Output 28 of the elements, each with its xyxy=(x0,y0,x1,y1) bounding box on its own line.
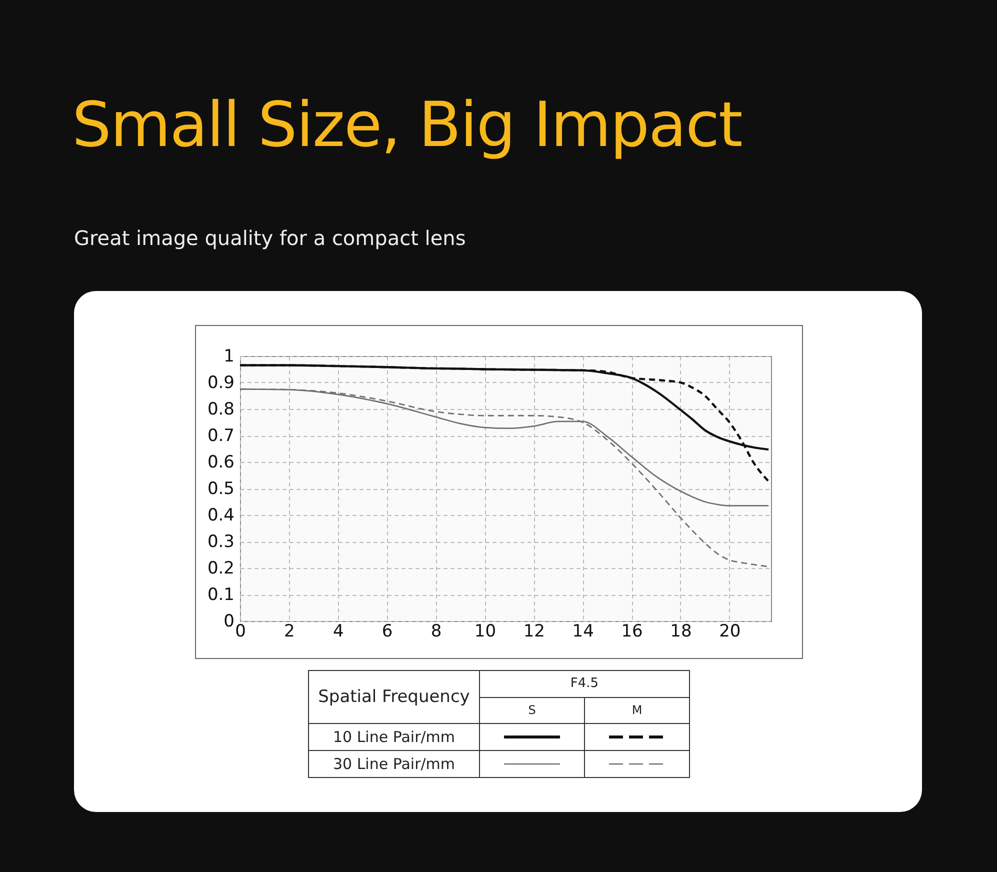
y-tick-label: 0.1 xyxy=(207,585,234,605)
x-tick-label: 4 xyxy=(332,622,344,642)
x-tick-label: 8 xyxy=(430,622,442,642)
x-tick-label: 10 xyxy=(474,622,496,642)
text: 30 Line Pair/mm xyxy=(308,750,480,778)
y-tick-label: 0.7 xyxy=(207,426,234,446)
y-tick-label: 0.3 xyxy=(207,532,234,552)
y-tick-label: 0.8 xyxy=(207,400,234,420)
x-tick-label: 14 xyxy=(572,622,594,642)
chart-subtitle: Great image quality for a compact lens xyxy=(74,226,466,250)
y-tick-label: 0.6 xyxy=(207,452,234,472)
x-tick-label: 6 xyxy=(382,622,393,642)
text: S xyxy=(480,697,584,724)
text: F4.5 xyxy=(480,670,690,697)
text: Spatial Frequency xyxy=(308,670,480,724)
x-tick-label: 20 xyxy=(719,622,741,642)
y-tick-label: 0.4 xyxy=(207,506,234,526)
y-tick-label: 0.9 xyxy=(207,373,234,393)
y-tick-label: 0.5 xyxy=(207,479,234,499)
text: 10 Line Pair/mm xyxy=(308,724,480,750)
y-tick-label: 1 xyxy=(224,346,234,366)
x-tick-label: 16 xyxy=(621,622,643,642)
x-tick-label: 18 xyxy=(670,622,692,642)
x-tick-label: 12 xyxy=(523,622,545,642)
x-tick-label: 2 xyxy=(284,622,295,642)
chart-title: Small Size, Big Impact xyxy=(72,88,742,161)
text: M xyxy=(584,697,690,724)
y-tick-label: 0.2 xyxy=(207,558,234,578)
